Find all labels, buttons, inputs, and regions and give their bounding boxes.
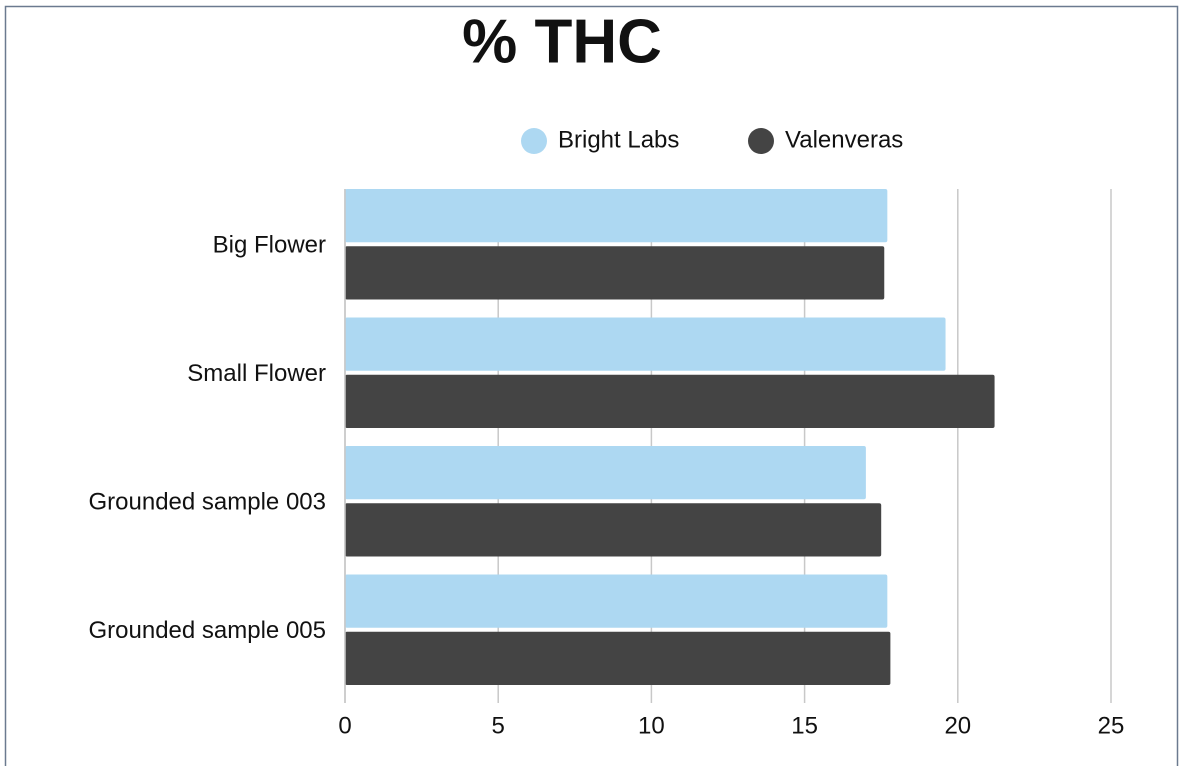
bar bbox=[345, 246, 885, 300]
legend-label: Bright Labs bbox=[558, 126, 679, 153]
bar bbox=[345, 374, 995, 428]
bar bbox=[345, 574, 888, 628]
x-tick-label: 10 bbox=[638, 712, 665, 739]
bar bbox=[345, 446, 866, 500]
chart-title: % THC bbox=[462, 7, 662, 76]
bar bbox=[345, 189, 888, 243]
y-tick-label: Grounded sample 005 bbox=[89, 617, 327, 644]
legend-swatch bbox=[748, 128, 774, 154]
frame bbox=[4, 5, 1179, 766]
legend-label: Valenveras bbox=[785, 126, 903, 153]
y-tick-label: Grounded sample 003 bbox=[89, 489, 327, 516]
x-tick-label: 25 bbox=[1098, 712, 1125, 739]
y-tick-label: Small Flower bbox=[187, 360, 326, 387]
x-tick-label: 15 bbox=[791, 712, 818, 739]
legend-swatch bbox=[521, 128, 547, 154]
x-tick-label: 20 bbox=[944, 712, 971, 739]
y-tick-label: Big Flower bbox=[213, 232, 326, 259]
x-tick-label: 5 bbox=[492, 712, 505, 739]
bar bbox=[345, 503, 882, 557]
bar bbox=[345, 631, 891, 685]
bar bbox=[345, 317, 946, 371]
x-tick-label: 0 bbox=[338, 712, 351, 739]
